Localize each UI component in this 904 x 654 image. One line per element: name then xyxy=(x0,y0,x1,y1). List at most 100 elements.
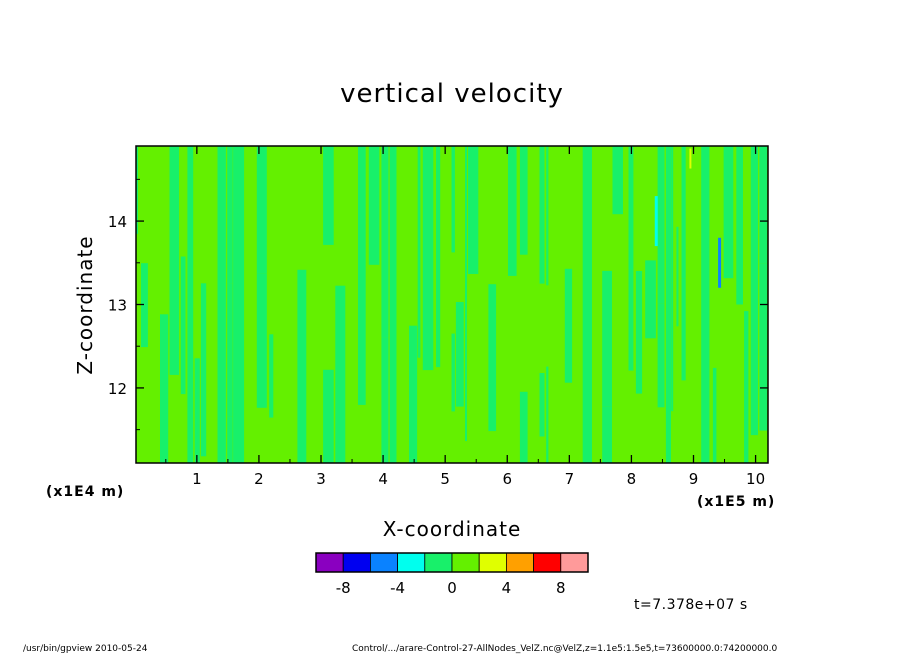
field-band xyxy=(194,358,200,463)
field-band xyxy=(227,416,233,463)
field-band xyxy=(160,314,169,463)
x-tick-label: 5 xyxy=(440,470,450,488)
x-unit-label: (x1E5 m) xyxy=(697,494,775,510)
field-band xyxy=(602,270,612,407)
y-unit-label: (x1E4 m) xyxy=(46,484,124,500)
field-band xyxy=(546,366,549,463)
field-band xyxy=(665,146,671,463)
colorbar-tick-label: -4 xyxy=(390,579,405,597)
field-band xyxy=(381,146,389,338)
field-band xyxy=(736,146,743,305)
field-band xyxy=(335,285,346,463)
field-band xyxy=(323,146,334,245)
x-tick-label: 6 xyxy=(502,470,512,488)
field-band xyxy=(256,273,267,338)
x-tick-label: 8 xyxy=(627,470,637,488)
x-tick-label: 2 xyxy=(254,470,264,488)
field-band xyxy=(227,146,233,284)
chart-title: vertical velocity xyxy=(340,79,564,109)
x-ticks: 1 2 3 4 5 6 7 8 9 10 xyxy=(165,146,765,488)
colorbar-swatch xyxy=(342,552,371,573)
field-band xyxy=(217,146,226,463)
field-band xyxy=(381,337,389,463)
field-band xyxy=(451,333,455,412)
field-band xyxy=(759,356,767,431)
field-band xyxy=(358,146,366,287)
field-band xyxy=(233,146,245,463)
field-band xyxy=(750,313,758,436)
field-spot xyxy=(654,196,658,247)
colorbar: -8 -4 0 4 8 xyxy=(315,552,589,597)
field-band xyxy=(635,271,643,394)
colorbar-tick-label: -8 xyxy=(336,579,351,597)
x-tick-label: 9 xyxy=(689,470,699,488)
field-band xyxy=(358,287,366,405)
field-band xyxy=(539,373,545,437)
y-tick-label: 12 xyxy=(108,380,127,398)
field-band xyxy=(744,311,749,463)
colorbar-frame xyxy=(315,552,589,573)
field-band xyxy=(681,146,686,279)
field-band xyxy=(671,282,674,412)
footer-left: /usr/bin/gpview 2010-05-24 xyxy=(23,644,148,654)
field-band xyxy=(297,269,307,336)
y-tick-label: 14 xyxy=(108,213,127,231)
field-band xyxy=(671,146,674,283)
field-band xyxy=(180,256,186,395)
field-band xyxy=(409,325,418,463)
field-band xyxy=(712,367,717,463)
field-band xyxy=(508,146,517,276)
field-spot xyxy=(689,148,692,169)
field-band xyxy=(169,146,179,375)
colorbar-swatch xyxy=(369,552,398,573)
field-band xyxy=(628,269,634,371)
field-band xyxy=(323,369,334,463)
field-band xyxy=(759,263,767,357)
field-band xyxy=(297,335,307,463)
time-label: t=7.378e+07 s xyxy=(634,597,748,613)
field-band xyxy=(519,146,528,255)
field-band xyxy=(187,146,194,463)
colorbar-tick-label: 4 xyxy=(502,579,512,597)
field-spot xyxy=(718,237,722,288)
footer-right: Control/.../arare-Control-27-AllNodes_Ve… xyxy=(352,644,777,654)
x-axis-label: X-coordinate xyxy=(383,517,522,541)
field-band xyxy=(750,146,758,314)
field-band xyxy=(136,146,138,234)
x-tick-label: 10 xyxy=(746,470,765,488)
colorbar-swatch xyxy=(533,552,562,573)
field-band xyxy=(539,146,545,284)
field-band xyxy=(451,146,455,253)
field-band xyxy=(256,338,267,408)
field-band xyxy=(657,146,665,304)
colorbar-swatch xyxy=(478,552,507,573)
field-band xyxy=(519,391,528,463)
colorbar-swatch xyxy=(397,552,426,573)
field-band xyxy=(468,146,479,274)
x-tick-label: 3 xyxy=(316,470,326,488)
field-band xyxy=(227,283,233,417)
field-band xyxy=(417,146,421,358)
field-band xyxy=(582,146,592,463)
field-band xyxy=(628,146,634,270)
field-band xyxy=(368,146,380,265)
colorbar-swatch xyxy=(505,552,534,573)
field-band xyxy=(269,334,274,418)
field-band xyxy=(645,260,656,339)
colorbar-tick-label: 8 xyxy=(556,579,566,597)
colorbar-swatch xyxy=(451,552,480,573)
colorbar-swatch xyxy=(315,552,344,573)
field-band xyxy=(602,406,612,463)
colorbar-tick-label: 0 xyxy=(447,579,457,597)
field-band xyxy=(200,283,207,457)
field-band xyxy=(436,146,441,368)
field-band xyxy=(701,146,710,463)
field-band xyxy=(389,146,397,463)
field-band xyxy=(488,284,497,432)
field-band xyxy=(612,146,623,215)
x-tick-label: 1 xyxy=(192,470,202,488)
field-band xyxy=(141,263,148,348)
field-band xyxy=(256,146,267,274)
field-band xyxy=(465,146,467,442)
